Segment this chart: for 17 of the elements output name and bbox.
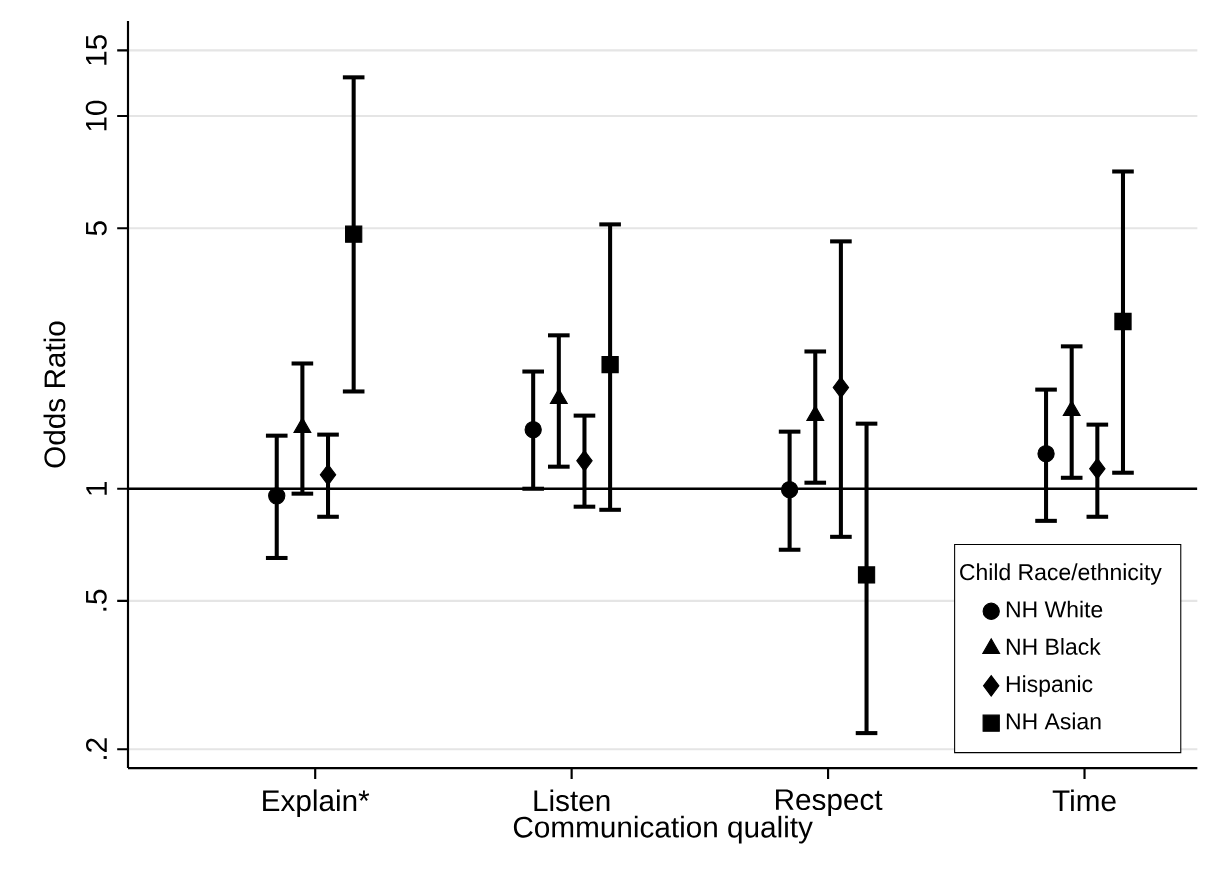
legend-label: NH Black [1006, 637, 1101, 655]
x-axis-title: Communication quality [513, 815, 813, 844]
y-tick-label: 15 [86, 35, 107, 65]
y-tick-label: 5 [86, 221, 107, 236]
x-tick-label: Listen [534, 789, 610, 812]
legend-title: Child Race/ethnicity [960, 563, 1162, 585]
y-tick-label: 1 [86, 481, 107, 495]
legend-label: NH Asian [1006, 712, 1101, 730]
y-tick-label: .5 [86, 589, 107, 611]
legend-label: NH White [1006, 600, 1103, 618]
y-tick-label: .2 [86, 738, 107, 759]
y-axis-title: Odds Ratio [43, 321, 66, 468]
x-tick-label: Explain* [263, 789, 370, 818]
x-tick-label: Respect [776, 789, 883, 816]
legend-label: Hispanic [1006, 675, 1093, 697]
x-tick-label: Time [1052, 789, 1116, 812]
y-tick-label: 10 [85, 100, 107, 131]
